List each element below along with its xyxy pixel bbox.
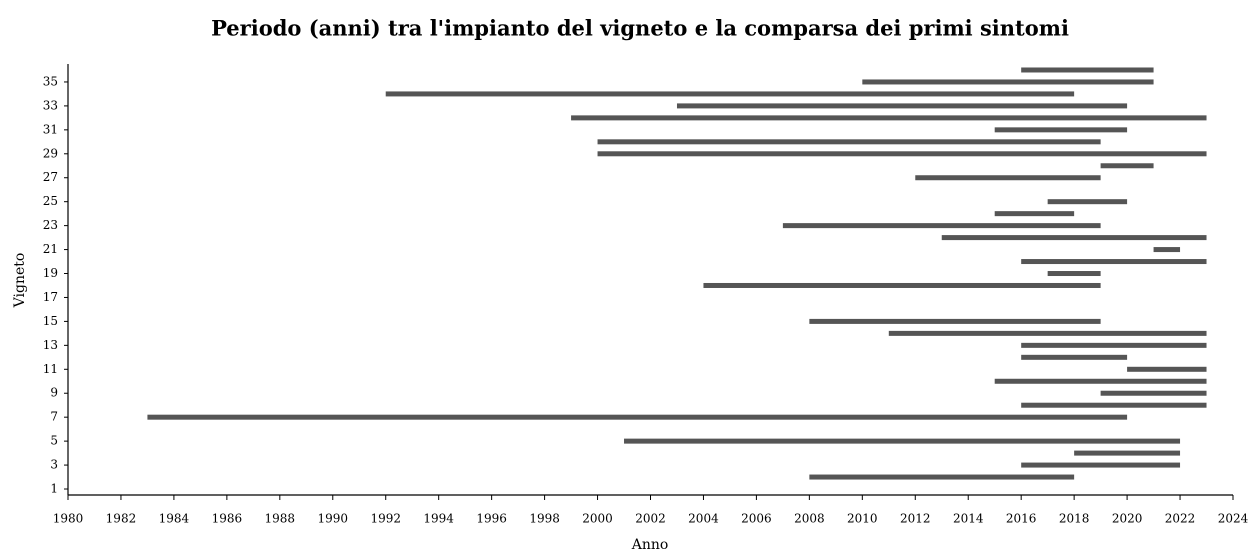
bar	[1021, 354, 1128, 360]
bar	[1074, 450, 1181, 456]
x-tick-label: 1998	[529, 512, 560, 526]
bar	[385, 91, 1075, 97]
x-tick-label: 2004	[688, 512, 719, 526]
bar	[888, 330, 1207, 336]
y-tick-label: 23	[43, 218, 58, 232]
x-axis-label: Anno	[631, 537, 669, 553]
bar	[624, 438, 1181, 444]
x-tick-label: 2002	[635, 512, 666, 526]
x-tick-label: 2016	[1006, 512, 1037, 526]
bar	[1100, 163, 1154, 169]
bar	[1021, 259, 1207, 265]
y-tick-label: 9	[50, 386, 58, 400]
y-tick-label: 21	[43, 242, 58, 256]
bar	[809, 474, 1075, 480]
y-tick-label: 15	[43, 314, 58, 328]
x-tick-label: 1980	[53, 512, 84, 526]
y-tick-label: 29	[43, 146, 58, 160]
x-tick-label: 2020	[1112, 512, 1143, 526]
x-tick-label: 1982	[106, 512, 137, 526]
x-tick-label: 2024	[1218, 512, 1249, 526]
x-tick-label: 2014	[953, 512, 984, 526]
x-tick-label: 1996	[476, 512, 507, 526]
bar	[809, 318, 1101, 324]
y-tick-label: 3	[50, 458, 58, 472]
bar	[862, 79, 1154, 85]
bar	[676, 103, 1128, 109]
x-tick-label: 2018	[1059, 512, 1090, 526]
y-tick-label: 31	[43, 122, 58, 136]
bar	[1021, 402, 1207, 408]
y-tick-label: 19	[43, 266, 58, 280]
y-tick-label: 35	[43, 74, 58, 88]
y-tick-label: 13	[43, 338, 58, 352]
bar	[782, 223, 1101, 229]
bar	[147, 414, 1128, 420]
x-tick-label: 2012	[900, 512, 931, 526]
x-tick-label: 2006	[741, 512, 772, 526]
chart-title: Periodo (anni) tra l'impianto del vignet…	[211, 16, 1069, 41]
y-tick-label: 33	[43, 98, 58, 112]
bar	[1021, 342, 1207, 348]
bar	[915, 175, 1101, 181]
y-tick-label: 7	[50, 410, 58, 424]
x-tick-label: 1988	[265, 512, 296, 526]
x-tick-label: 2008	[794, 512, 825, 526]
x-tick-label: 2022	[1165, 512, 1196, 526]
bar	[994, 211, 1075, 217]
x-tick-label: 2000	[582, 512, 613, 526]
bar	[1153, 247, 1181, 253]
bar	[571, 115, 1207, 121]
y-tick-label: 11	[43, 362, 58, 376]
bar	[1021, 67, 1154, 73]
y-tick-label: 17	[43, 290, 58, 304]
x-tick-label: 2010	[847, 512, 878, 526]
bar	[1021, 462, 1181, 468]
bar	[994, 378, 1207, 384]
bar	[703, 282, 1101, 288]
x-tick-label: 1984	[159, 512, 190, 526]
bar	[597, 151, 1207, 157]
bar	[994, 127, 1128, 133]
bar	[1047, 271, 1101, 277]
x-tick-label: 1990	[317, 512, 348, 526]
y-tick-label: 1	[50, 482, 58, 496]
bar	[1047, 199, 1128, 205]
y-axis-label: Vigneto	[12, 253, 28, 309]
bar	[1127, 366, 1207, 372]
y-tick-label: 27	[43, 170, 58, 184]
x-tick-label: 1992	[370, 512, 401, 526]
bar	[597, 139, 1101, 145]
y-tick-label: 5	[50, 434, 58, 448]
y-tick-label: 25	[43, 194, 58, 208]
x-tick-label: 1994	[423, 512, 454, 526]
x-tick-label: 1986	[212, 512, 243, 526]
bar	[941, 235, 1207, 241]
bar	[1100, 390, 1207, 396]
